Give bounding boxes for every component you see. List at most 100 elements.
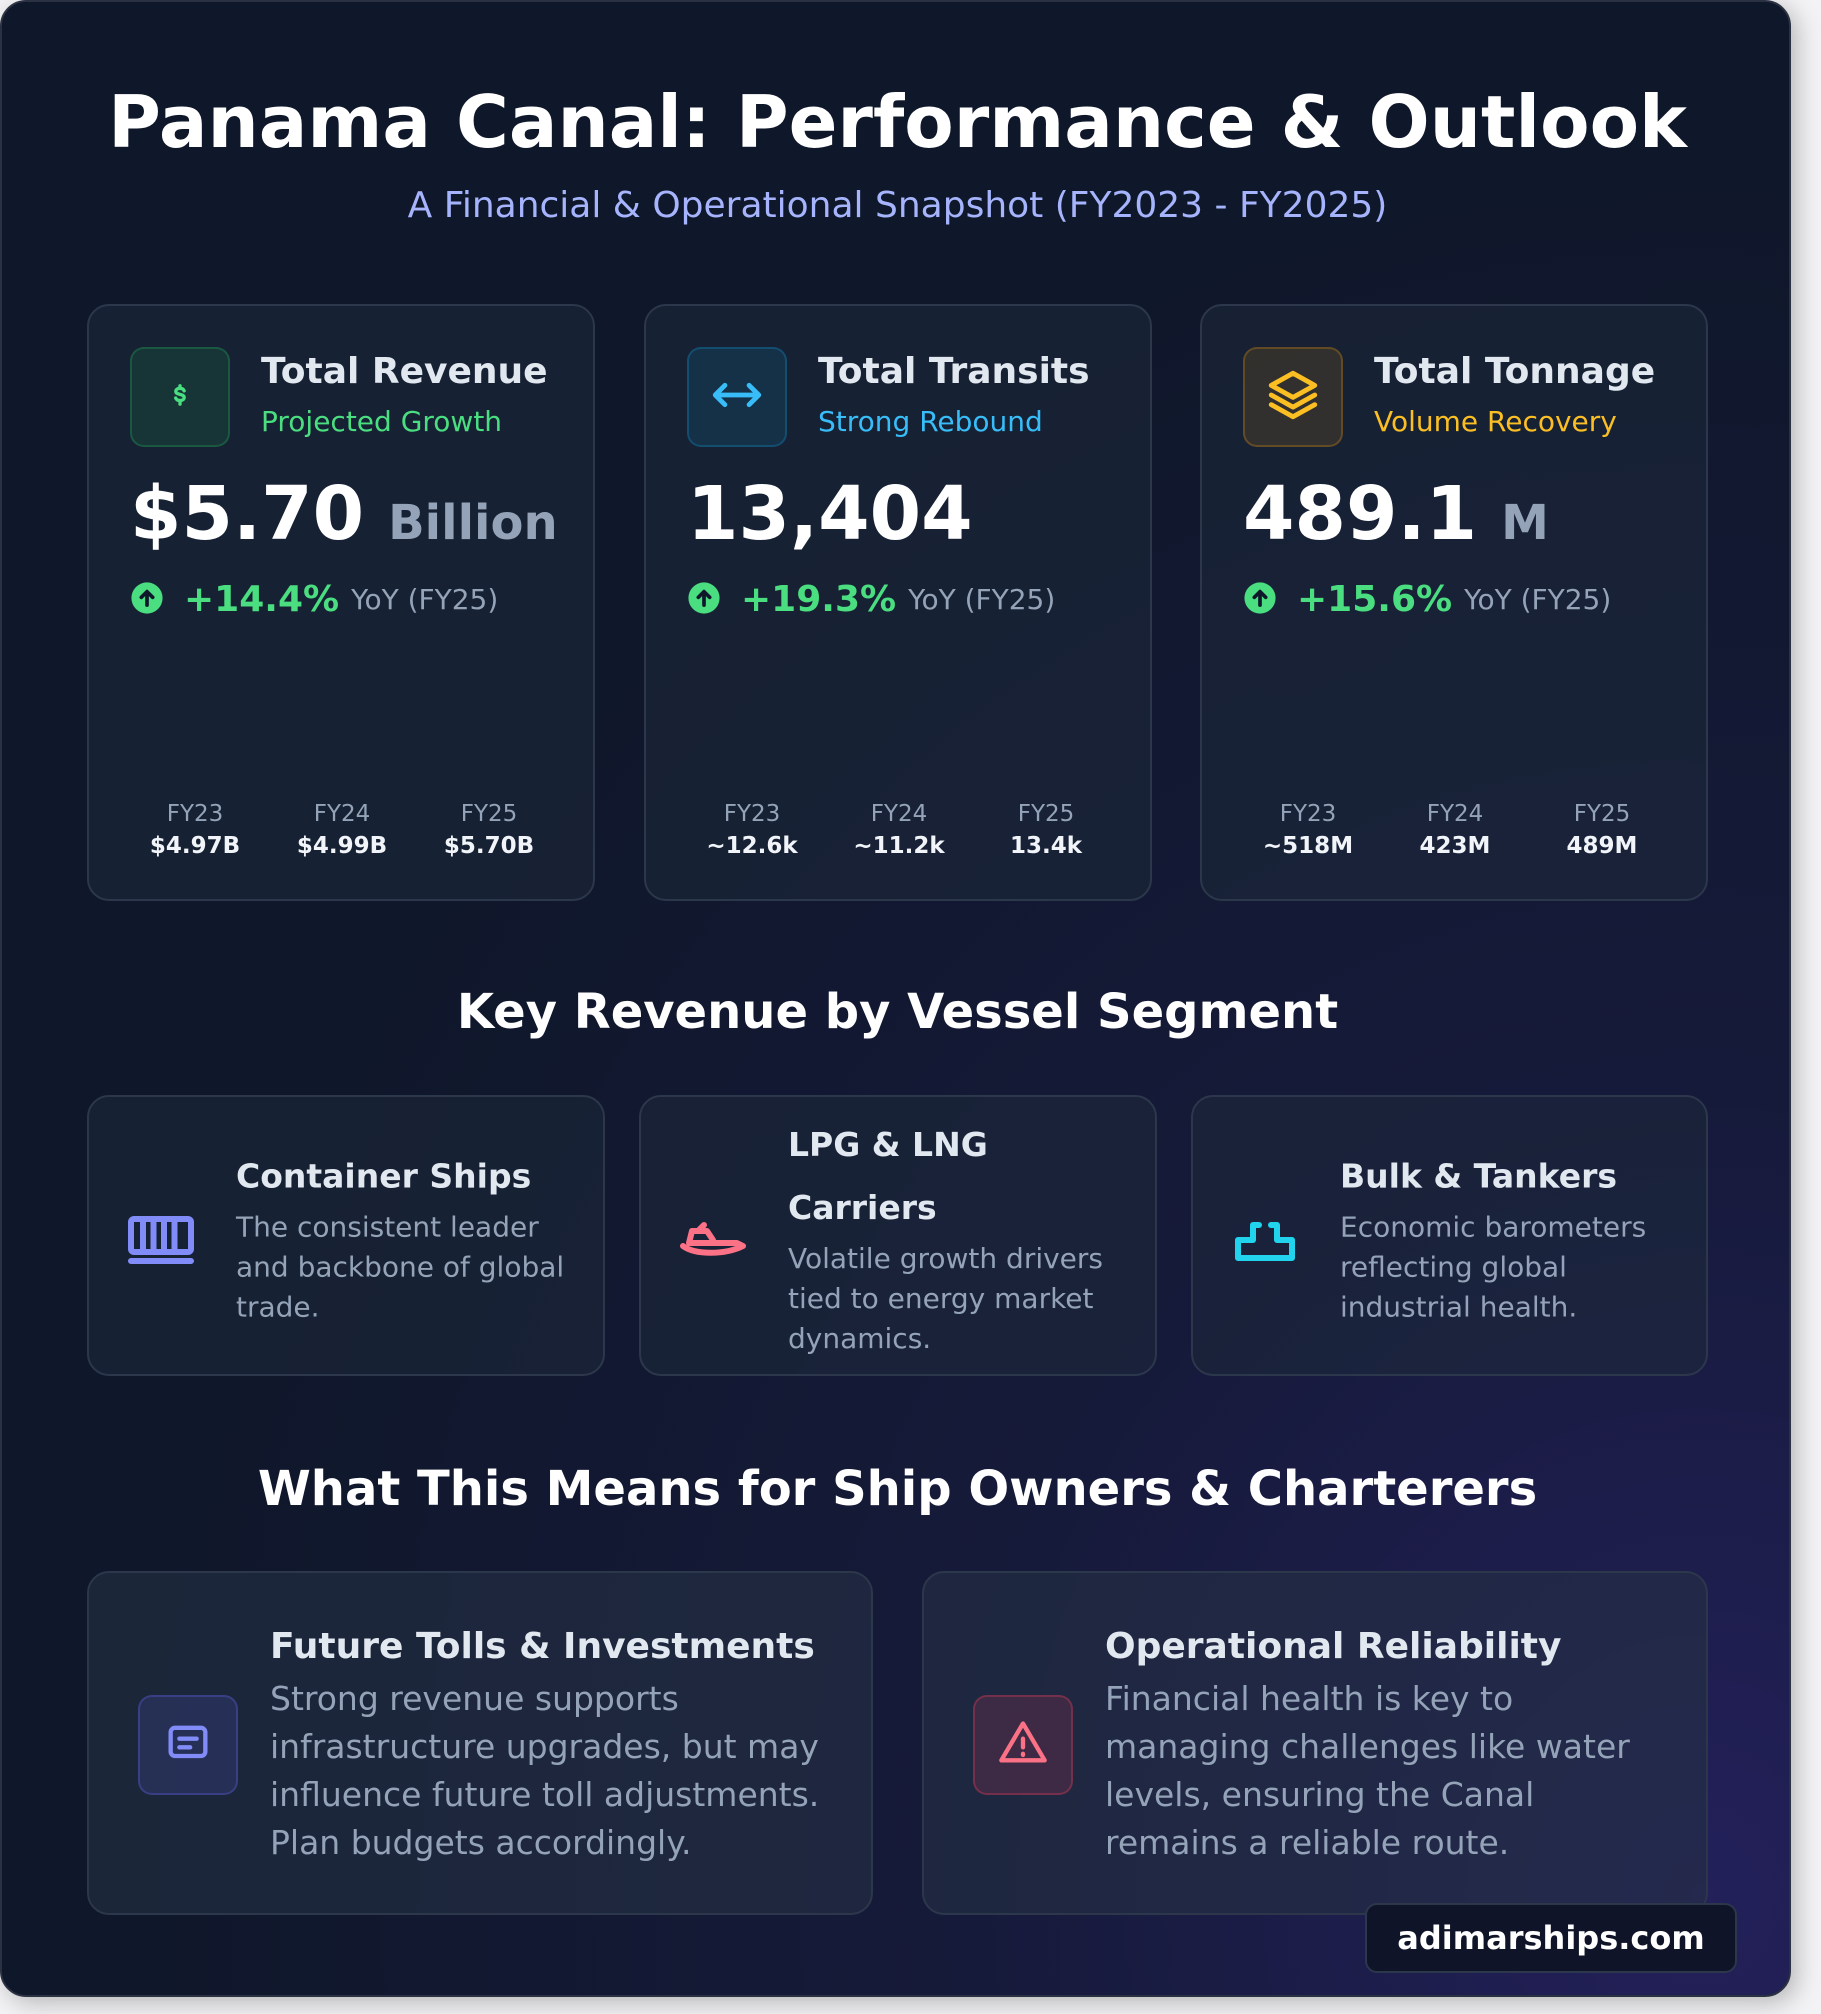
kpi-change-row: +14.4% YoY (FY25) [130, 579, 498, 620]
kpi-change: +15.6% [1297, 579, 1453, 620]
segment-card: Container Ships The consistent leader and… [87, 1095, 605, 1376]
segment-title: Bulk & Tankers [1340, 1156, 1618, 1195]
year-value: 13.4k [1009, 833, 1083, 859]
icon [162, 1717, 214, 1773]
icon-graphic [999, 1721, 1047, 1763]
segment-card: Bulk & Tankers Economic barometers reflec… [1191, 1095, 1708, 1376]
segment-text: Container Ships The consistent leader and… [236, 1144, 573, 1327]
kpi-unit: M [1501, 495, 1549, 551]
kpi-card: Total Tonnage Volume Recovery 489.1 M +15.6%… [1200, 304, 1708, 901]
kpi-value: $5.70 [130, 471, 365, 557]
kpi-change-label: YoY (FY25) [1464, 583, 1612, 616]
year-label: FY24 [870, 801, 928, 827]
year-stat: FY24 $4.99B [272, 801, 412, 859]
year-value: 423M [1419, 833, 1491, 859]
implication-text: Operational Reliability Financial health … [1105, 1619, 1666, 1867]
icon [160, 375, 200, 419]
kpi-title: Total Transits [818, 351, 1090, 392]
year-label: FY25 [1017, 801, 1075, 827]
year-label: FY25 [460, 801, 518, 827]
year-value: $5.70B [443, 833, 535, 859]
kpi-change-label: YoY (FY25) [908, 583, 1056, 616]
year-label: FY24 [313, 801, 371, 827]
implication-description: Financial health is key to managing chal… [1105, 1679, 1630, 1862]
implication-card: Operational Reliability Financial health … [922, 1571, 1708, 1915]
year-stat: FY23 ~12.6k [682, 801, 822, 859]
icon [687, 581, 721, 619]
icon-graphic [1244, 581, 1276, 614]
implication-title: Operational Reliability [1105, 1626, 1562, 1667]
year-value: ~518M [1262, 833, 1354, 859]
implication-text: Future Tolls & Investments Strong revenue… [270, 1619, 831, 1867]
kpi-value-row: 13,404 [687, 471, 973, 557]
kpi-change: +14.4% [184, 579, 340, 620]
kpi-change-row: +19.3% YoY (FY25) [687, 579, 1055, 620]
kpi-value: 13,404 [687, 471, 973, 557]
icon [125, 1201, 197, 1277]
kpi-change: +19.3% [741, 579, 897, 620]
kpi-card: Total Transits Strong Rebound 13,404 +19.3%… [644, 304, 1152, 901]
year-label: FY23 [1279, 801, 1337, 827]
year-value: ~12.6k [706, 833, 798, 859]
icon [1243, 581, 1277, 619]
segment-description: The consistent leader and backbone of gl… [236, 1210, 565, 1323]
icon-graphic [174, 384, 186, 406]
year-label: FY25 [1573, 801, 1631, 827]
section-title: What This Means for Ship Owners & Charte… [257, 1461, 1538, 1517]
icon-box [687, 347, 787, 447]
icon-graphic [128, 1216, 194, 1264]
kpi-subtitle: Projected Growth [261, 405, 503, 438]
kpi-subtitle: Volume Recovery [1374, 405, 1617, 438]
section-title: Key Revenue by Vessel Segment [456, 984, 1339, 1040]
year-label: FY23 [723, 801, 781, 827]
icon [708, 366, 766, 428]
kpi-unit: Billion [388, 495, 558, 551]
icon-graphic [1268, 370, 1318, 420]
icon-box [138, 1695, 238, 1795]
kpi-card: Total Revenue Projected Growth $5.70 Billio… [87, 304, 595, 901]
icon-box [1243, 347, 1343, 447]
segment-text: Bulk & Tankers Economic barometers reflec… [1340, 1144, 1676, 1327]
icon [1229, 1201, 1301, 1277]
icon-graphic [680, 1222, 746, 1256]
year-stat: FY25 $5.70B [419, 801, 559, 859]
icon-graphic [712, 382, 762, 408]
kpi-title: Total Revenue [261, 351, 548, 392]
year-stat: FY23 $4.97B [125, 801, 265, 859]
icon-graphic [168, 1725, 208, 1759]
year-stat: FY25 13.4k [976, 801, 1116, 859]
kpi-title: Total Tonnage [1374, 351, 1656, 392]
segment-title: Container Ships [236, 1156, 532, 1195]
icon [677, 1201, 749, 1277]
year-label: FY24 [1426, 801, 1484, 827]
icon-box [130, 347, 230, 447]
icon-graphic [131, 581, 163, 614]
segment-description: Economic barometers reflecting global in… [1340, 1210, 1647, 1323]
year-stat: FY24 423M [1385, 801, 1525, 859]
implication-card: Future Tolls & Investments Strong revenue… [87, 1571, 873, 1915]
kpi-value: 489.1 [1243, 471, 1478, 557]
segment-card: LPG & LNG Carriers Volatile growth driver… [639, 1095, 1157, 1376]
year-stat: FY24 ~11.2k [829, 801, 969, 859]
kpi-subtitle: Strong Rebound [818, 405, 1043, 438]
year-stat: FY25 489M [1532, 801, 1672, 859]
footer-brand: adimarships.com [1365, 1903, 1737, 1973]
icon [1264, 366, 1322, 428]
year-value: 489M [1566, 833, 1638, 859]
implication-description: Strong revenue supports infrastructure u… [270, 1679, 820, 1862]
year-label: FY23 [166, 801, 224, 827]
subtitle: A Financial & Operational Snapshot (FY20… [407, 185, 1388, 226]
segment-text: LPG & LNG Carriers Volatile growth driver… [788, 1113, 1125, 1359]
icon [130, 581, 164, 619]
title: Panama Canal: Performance & Outlook [108, 80, 1687, 164]
year-value: ~11.2k [853, 833, 945, 859]
icon-graphic [688, 581, 720, 614]
implication-title: Future Tolls & Investments [270, 1626, 815, 1667]
kpi-change-row: +15.6% YoY (FY25) [1243, 579, 1611, 620]
year-stat: FY23 ~518M [1238, 801, 1378, 859]
year-value: $4.97B [149, 833, 241, 859]
infographic: Panama Canal: Performance & Outlook A Fi… [0, 0, 1791, 1997]
segment-title: LPG & LNG Carriers [788, 1124, 988, 1227]
kpi-change-label: YoY (FY25) [351, 583, 499, 616]
